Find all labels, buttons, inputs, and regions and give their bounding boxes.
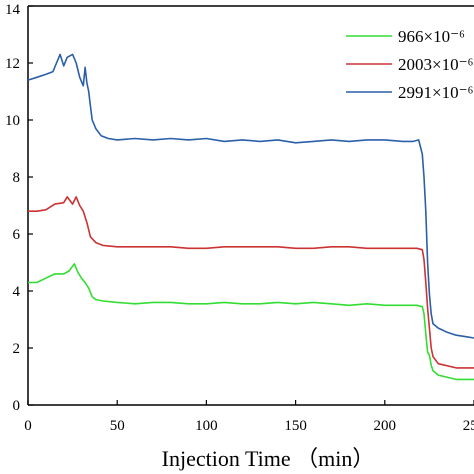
- x-tick-label: 150: [284, 418, 307, 434]
- series-line-2: [28, 196, 474, 369]
- plot-frame: [27, 5, 474, 406]
- y-tick-label: 12: [5, 56, 20, 72]
- legend-label: 2003×10⁻⁶: [398, 55, 474, 74]
- x-tick-label: 250: [463, 418, 474, 434]
- x-axis-title: Injection Time （min）: [162, 446, 375, 471]
- x-axis-ticks: 0 50 100 150 200 250: [24, 400, 474, 434]
- legend: 966×10⁻⁶ 2003×10⁻⁶ 2991×10⁻⁶: [346, 27, 474, 102]
- series-line-1: [28, 263, 474, 381]
- x-tick-label: 50: [110, 418, 125, 434]
- x-tick-label: 0: [24, 418, 32, 434]
- y-tick-label: 4: [13, 284, 21, 300]
- legend-label: 2991×10⁻⁶: [398, 83, 474, 102]
- legend-label: 966×10⁻⁶: [398, 27, 465, 46]
- x-tick-label: 100: [195, 418, 218, 434]
- y-tick-label: 14: [5, 2, 21, 18]
- series-line-3: [27, 53, 474, 339]
- series-layer: [27, 53, 474, 381]
- y-tick-label: 2: [13, 341, 21, 357]
- x-tick-label: 200: [374, 418, 397, 434]
- y-tick-label: 6: [13, 227, 21, 243]
- y-tick-label: 10: [5, 113, 20, 129]
- y-tick-label: 8: [13, 170, 21, 186]
- y-tick-label: 0: [13, 398, 21, 414]
- y-axis-ticks: 0 2 4 6 8 10 12 14: [5, 2, 33, 414]
